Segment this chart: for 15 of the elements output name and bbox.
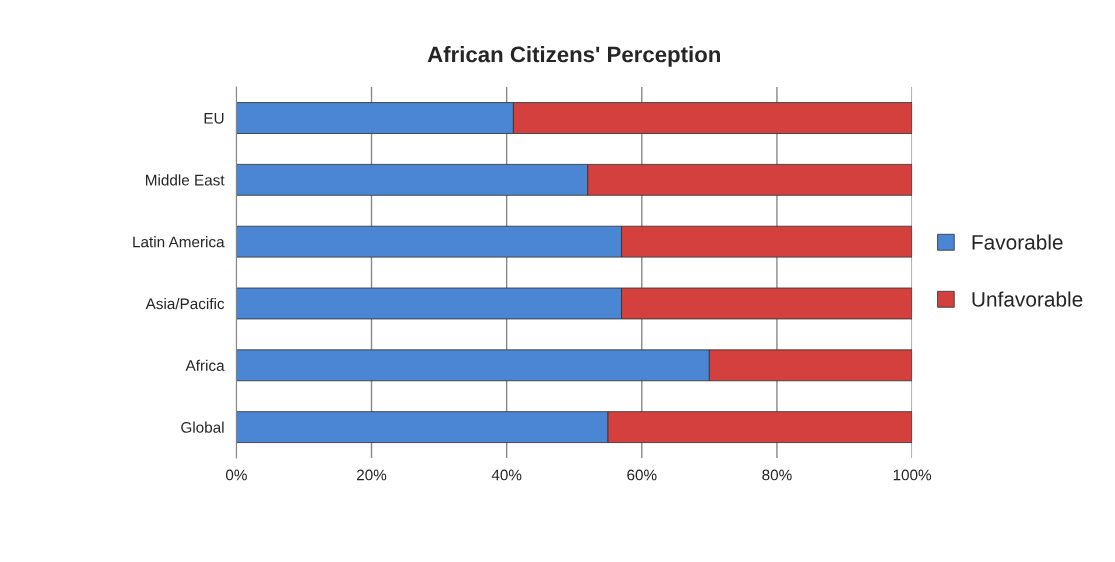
chart-title: African Citizens' Perception (427, 46, 720, 67)
legend-label: Favorable (972, 234, 1063, 250)
y-tick-label: Africa (185, 359, 225, 371)
y-tick-label: Global (181, 421, 224, 433)
legend-label: Unfavorable (972, 291, 1083, 307)
x-tick-label: 40% (491, 469, 522, 481)
x-tick-label: 100% (893, 469, 932, 481)
x-tick-label: 80% (762, 469, 792, 481)
x-tick-label: 0% (225, 469, 247, 481)
y-tick-label: Middle East (146, 174, 225, 186)
x-tick-label: 20% (357, 469, 387, 481)
y-tick-label: Asia/Pacific (145, 297, 225, 310)
y-tick-label: EU (204, 113, 224, 124)
x-tick-label: 60% (627, 469, 657, 481)
y-tick-label: Latin America (133, 236, 225, 248)
